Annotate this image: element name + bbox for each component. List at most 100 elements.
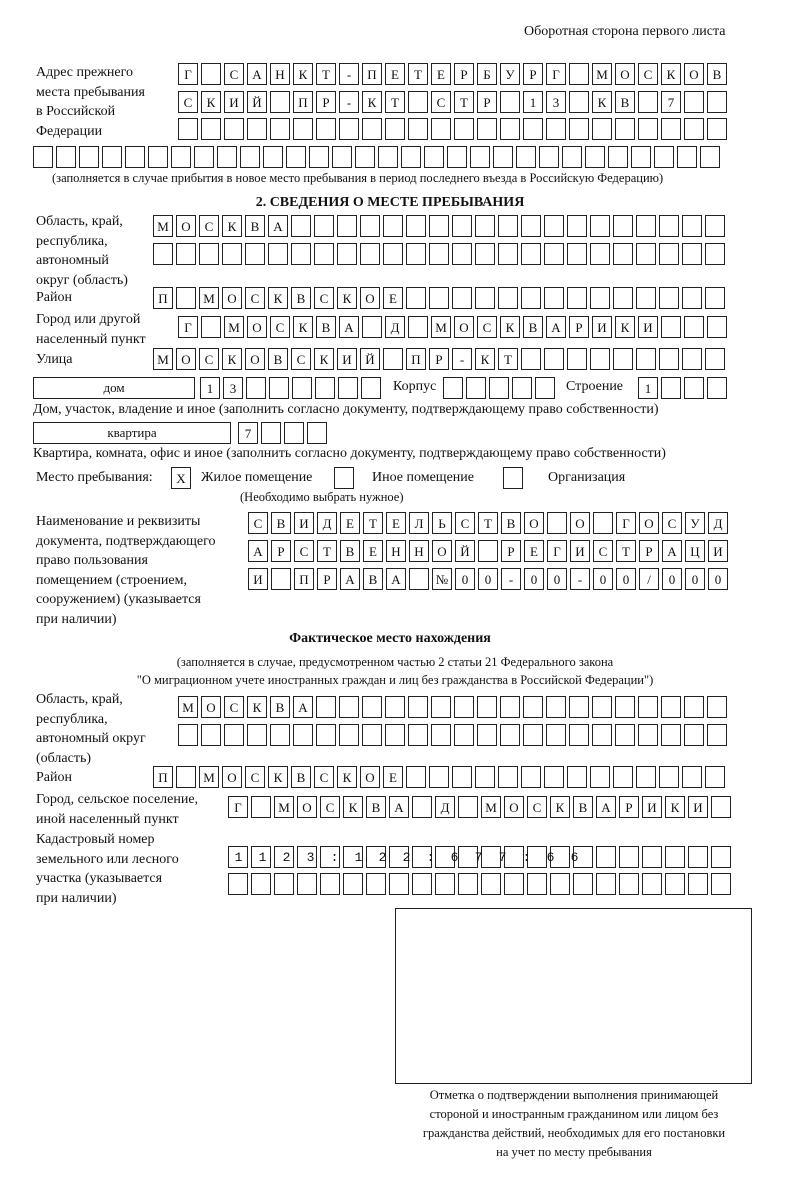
- char-box[interactable]: А: [339, 316, 359, 338]
- char-box[interactable]: [550, 846, 570, 868]
- char-box[interactable]: В: [291, 766, 311, 788]
- char-box[interactable]: [429, 766, 449, 788]
- char-box[interactable]: Г: [616, 512, 636, 534]
- char-box[interactable]: И: [642, 796, 662, 818]
- char-box[interactable]: У: [685, 512, 705, 534]
- char-box[interactable]: [613, 287, 633, 309]
- char-box[interactable]: [251, 796, 271, 818]
- char-box[interactable]: [270, 91, 290, 113]
- char-box[interactable]: [383, 215, 403, 237]
- char-box[interactable]: К: [337, 766, 357, 788]
- char-box[interactable]: Р: [454, 63, 474, 85]
- char-box[interactable]: [523, 118, 543, 140]
- char-box[interactable]: [638, 91, 658, 113]
- char-box[interactable]: А: [268, 215, 288, 237]
- char-box[interactable]: [521, 348, 541, 370]
- prev-address-row-4[interactable]: [33, 146, 723, 168]
- char-box[interactable]: [228, 873, 248, 895]
- char-box[interactable]: [320, 873, 340, 895]
- char-box[interactable]: Г: [178, 63, 198, 85]
- char-box[interactable]: А: [389, 796, 409, 818]
- char-box[interactable]: Т: [385, 91, 405, 113]
- char-box[interactable]: [408, 91, 428, 113]
- char-box[interactable]: [546, 118, 566, 140]
- char-box[interactable]: С: [477, 316, 497, 338]
- char-box[interactable]: [362, 316, 382, 338]
- char-box[interactable]: [309, 146, 329, 168]
- char-box[interactable]: К: [247, 696, 267, 718]
- char-box[interactable]: К: [293, 316, 313, 338]
- char-box[interactable]: Т: [408, 63, 428, 85]
- char-box[interactable]: 7: [238, 422, 258, 444]
- char-box[interactable]: [619, 873, 639, 895]
- char-box[interactable]: [389, 846, 409, 868]
- char-box[interactable]: [498, 215, 518, 237]
- char-box[interactable]: [408, 118, 428, 140]
- char-box[interactable]: М: [153, 348, 173, 370]
- char-box[interactable]: [435, 873, 455, 895]
- char-box[interactable]: Д: [385, 316, 405, 338]
- char-box[interactable]: [615, 118, 635, 140]
- char-box[interactable]: [378, 146, 398, 168]
- char-box[interactable]: 0: [708, 568, 728, 590]
- char-box[interactable]: [339, 118, 359, 140]
- char-box[interactable]: [527, 873, 547, 895]
- char-box[interactable]: [297, 846, 317, 868]
- char-box[interactable]: [477, 118, 497, 140]
- char-box[interactable]: [284, 422, 304, 444]
- char-box[interactable]: [56, 146, 76, 168]
- char-box[interactable]: [343, 873, 363, 895]
- char-box[interactable]: [475, 243, 495, 265]
- char-box[interactable]: К: [550, 796, 570, 818]
- char-box[interactable]: [435, 846, 455, 868]
- char-box[interactable]: Е: [383, 287, 403, 309]
- char-box[interactable]: [592, 118, 612, 140]
- char-box[interactable]: [592, 724, 612, 746]
- char-box[interactable]: С: [431, 91, 451, 113]
- char-box[interactable]: [79, 146, 99, 168]
- char-box[interactable]: 0: [524, 568, 544, 590]
- char-box[interactable]: О: [360, 766, 380, 788]
- char-box[interactable]: [489, 377, 509, 399]
- char-box[interactable]: Т: [317, 540, 337, 562]
- char-box[interactable]: [569, 63, 589, 85]
- char-box[interactable]: И: [592, 316, 612, 338]
- char-box[interactable]: [274, 873, 294, 895]
- char-box[interactable]: -: [570, 568, 590, 590]
- char-box[interactable]: [567, 348, 587, 370]
- char-box[interactable]: [567, 243, 587, 265]
- char-box[interactable]: С: [270, 316, 290, 338]
- stroenie-row[interactable]: 1: [638, 377, 730, 399]
- char-box[interactable]: С: [245, 766, 265, 788]
- char-box[interactable]: [659, 287, 679, 309]
- char-box[interactable]: К: [665, 796, 685, 818]
- char-box[interactable]: [251, 846, 271, 868]
- char-box[interactable]: [544, 215, 564, 237]
- char-box[interactable]: Г: [547, 540, 567, 562]
- char-box[interactable]: [385, 118, 405, 140]
- char-box[interactable]: М: [199, 766, 219, 788]
- char-box[interactable]: А: [247, 63, 267, 85]
- char-box[interactable]: [316, 118, 336, 140]
- cadastral-row-2[interactable]: [228, 873, 734, 895]
- char-box[interactable]: [477, 724, 497, 746]
- checkbox-other[interactable]: [334, 467, 354, 489]
- char-box[interactable]: [314, 243, 334, 265]
- char-box[interactable]: [454, 118, 474, 140]
- korpus-row[interactable]: [443, 377, 558, 399]
- char-box[interactable]: [516, 146, 536, 168]
- char-box[interactable]: [271, 568, 291, 590]
- house-type-field[interactable]: дом: [33, 377, 195, 399]
- region-row-2[interactable]: [153, 243, 728, 265]
- char-box[interactable]: [573, 873, 593, 895]
- char-box[interactable]: 0: [616, 568, 636, 590]
- char-box[interactable]: [383, 348, 403, 370]
- char-box[interactable]: [567, 215, 587, 237]
- char-box[interactable]: [458, 873, 478, 895]
- char-box[interactable]: Е: [383, 766, 403, 788]
- char-box[interactable]: [504, 846, 524, 868]
